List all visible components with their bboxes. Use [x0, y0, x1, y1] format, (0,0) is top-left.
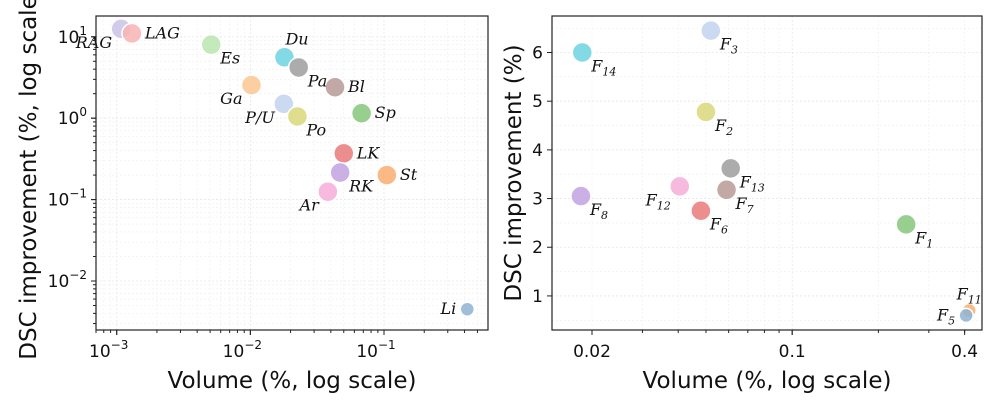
point-label-subscript: 6 — [721, 224, 728, 237]
y-tick-label: 4 — [532, 141, 543, 161]
x-tick-label: 10−1 — [356, 338, 395, 362]
point-label-subscript: 3 — [731, 44, 738, 57]
x-tick-label: 10−2 — [223, 338, 262, 362]
point-es — [200, 33, 223, 56]
point-label-subscript: 2 — [725, 125, 733, 138]
y-tick-label: 1 — [532, 287, 543, 307]
point-f3 — [700, 19, 722, 42]
x-axis-label: Volume (%, log scale) — [643, 368, 892, 394]
point-label: F5 — [936, 305, 955, 327]
point-label-subscript: 12 — [657, 199, 671, 212]
y-tick-label: 3 — [532, 190, 543, 210]
point-ar — [317, 180, 339, 203]
point-f13 — [719, 157, 742, 180]
point-label: Es — [219, 49, 240, 68]
point-ga — [240, 74, 263, 96]
point-label: LK — [356, 143, 381, 162]
point-label: RK — [348, 177, 374, 196]
grid — [552, 16, 982, 330]
y-tick-exponent: −2 — [69, 268, 87, 282]
point-label-subscript: 11 — [968, 294, 982, 307]
point-li — [459, 301, 476, 317]
x-tick-exponent: −2 — [244, 338, 262, 352]
y-tick-label: 5 — [532, 92, 543, 112]
y-tick-label: 6 — [532, 44, 543, 64]
point-label-subscript: 5 — [948, 314, 955, 327]
point-label: LAG — [144, 23, 180, 42]
point-label-subscript: 1 — [926, 237, 933, 250]
y-axis-label: DSC improvement (%) — [501, 44, 527, 301]
y-tick-label: 2 — [532, 238, 543, 258]
point-f5 — [958, 307, 974, 324]
point-bl — [324, 76, 346, 98]
y-axis-label: DSC improvement (%, log scale) — [16, 0, 42, 360]
point-label: St — [400, 165, 418, 184]
point-pa — [287, 56, 310, 79]
point-label: Ga — [220, 89, 242, 108]
x-tick-label: 0.1 — [779, 342, 806, 362]
y-tick-exponent: 0 — [79, 105, 87, 119]
point-po — [286, 105, 309, 128]
point-label: Li — [440, 299, 457, 318]
point-label: F11 — [956, 285, 982, 307]
point-label: F12 — [645, 190, 671, 212]
x-tick-label: 10−3 — [89, 338, 128, 362]
point-f8 — [570, 185, 592, 207]
point-lag — [121, 22, 143, 45]
plot-frame — [95, 15, 489, 331]
point-f14 — [571, 41, 594, 64]
y-tick-exponent: −1 — [69, 187, 87, 201]
x-tick-label: 0.4 — [951, 342, 978, 362]
point-label: F7 — [735, 194, 754, 216]
point-label: P/U — [244, 108, 275, 127]
point-f12 — [669, 175, 691, 198]
point-p-u — [273, 93, 295, 115]
y-tick-label: 101 — [58, 24, 87, 48]
point-label: F13 — [739, 172, 765, 194]
y-tick-label: 100 — [58, 105, 87, 129]
point-label: Bl — [347, 77, 365, 96]
x-tick-exponent: −1 — [378, 338, 396, 352]
point-label: F2 — [714, 116, 733, 138]
plot-frame — [551, 15, 983, 331]
point-label: Pa — [307, 71, 328, 90]
point-label-subscript: 8 — [601, 209, 608, 222]
point-f1 — [895, 213, 917, 236]
point-rk — [329, 161, 351, 184]
point-label-subscript: 14 — [602, 66, 616, 79]
point-label: Po — [305, 120, 326, 139]
point-f6 — [690, 199, 712, 222]
point-label: F6 — [709, 215, 728, 237]
x-tick-label: 0.02 — [573, 342, 611, 362]
point-f2 — [695, 101, 717, 123]
point-label: F1 — [914, 228, 933, 250]
point-label-subscript: 13 — [751, 181, 765, 194]
x-axis-label: Volume (%, log scale) — [168, 368, 417, 394]
point-lk — [333, 142, 355, 165]
point-st — [376, 164, 398, 186]
y-tick-label: 10−1 — [48, 187, 87, 211]
points — [570, 19, 977, 324]
points — [110, 18, 476, 317]
point-f7 — [715, 179, 738, 201]
point-sp — [350, 102, 373, 124]
ticks — [91, 36, 478, 335]
y-tick-label: 10−2 — [48, 268, 87, 292]
point-label: Sp — [375, 103, 396, 122]
point-label: F3 — [719, 35, 738, 57]
point-label: Du — [284, 29, 308, 48]
point-label: RAG — [75, 33, 113, 52]
x-tick-exponent: −3 — [111, 338, 129, 352]
point-label: Ar — [298, 196, 321, 215]
point-label: F14 — [590, 57, 616, 79]
point-label-subscript: 7 — [747, 203, 754, 216]
y-tick-exponent: 1 — [79, 24, 87, 38]
point-label: F8 — [589, 200, 608, 222]
